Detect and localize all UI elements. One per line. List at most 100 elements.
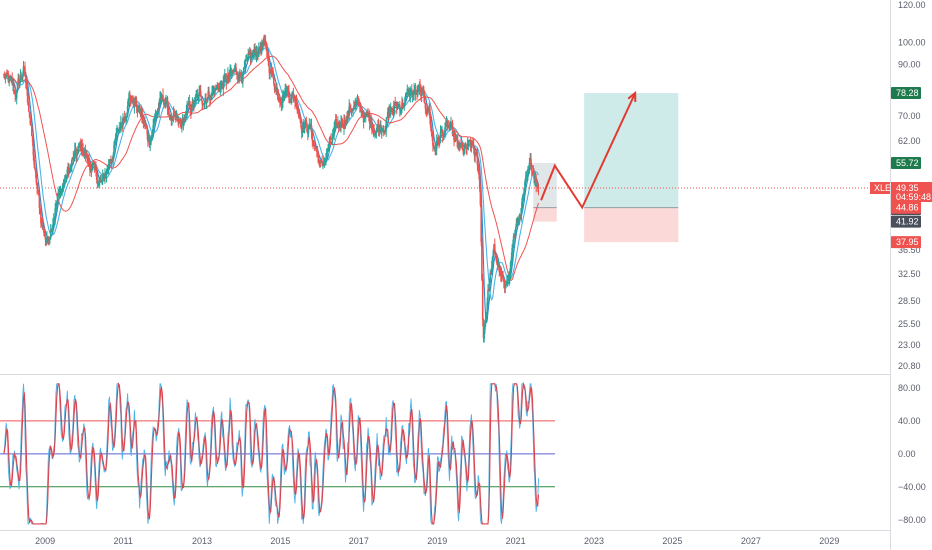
target-zone-long bbox=[584, 93, 679, 208]
candle-body bbox=[148, 139, 151, 145]
candle-body bbox=[295, 98, 298, 107]
price-tick-label: 62.00 bbox=[898, 136, 921, 146]
candle-body bbox=[384, 130, 387, 133]
candle-body bbox=[397, 105, 400, 107]
candle-body bbox=[11, 78, 13, 85]
candle-body bbox=[290, 98, 292, 103]
candle-body bbox=[141, 114, 144, 121]
candle-body bbox=[515, 226, 517, 231]
candle-body bbox=[245, 59, 248, 61]
candle-body bbox=[9, 78, 11, 80]
candle-body bbox=[368, 115, 371, 124]
candle-body bbox=[474, 154, 476, 156]
candle-body bbox=[278, 100, 280, 101]
candle-body bbox=[153, 117, 156, 121]
candle-body bbox=[355, 103, 357, 104]
candle-body bbox=[254, 49, 256, 51]
candle-body bbox=[34, 168, 37, 173]
candle-body bbox=[304, 122, 306, 129]
candle-body bbox=[235, 67, 237, 72]
candle-body bbox=[28, 111, 31, 118]
candle-body bbox=[480, 204, 482, 242]
candle-body bbox=[64, 175, 66, 183]
price-tick-label: 20.80 bbox=[898, 361, 921, 371]
candle-body bbox=[171, 116, 173, 121]
candle-body bbox=[283, 95, 286, 98]
candle-body bbox=[41, 223, 44, 228]
candle-body bbox=[34, 164, 36, 169]
candle-body bbox=[359, 104, 362, 113]
candle-body bbox=[140, 111, 142, 117]
candle-body bbox=[277, 96, 280, 100]
candle-body bbox=[126, 105, 129, 116]
oscillator-tick-label: 80.00 bbox=[898, 383, 921, 393]
candle-body bbox=[272, 70, 274, 78]
candle-body bbox=[325, 159, 327, 163]
candle-body bbox=[217, 84, 219, 88]
candle-body bbox=[186, 105, 188, 111]
candle-body bbox=[21, 75, 23, 77]
candle-body bbox=[174, 112, 176, 118]
price-tag-stop bbox=[891, 236, 921, 249]
price-axis[interactable]: 120.00 100.00 90.00 70.00 62.00 36.50 32.50 28.… bbox=[898, 0, 926, 371]
candle-body bbox=[422, 89, 424, 90]
candle-body bbox=[18, 78, 20, 83]
candle-body bbox=[112, 155, 114, 161]
candle-body bbox=[420, 92, 423, 96]
oscillator-axis[interactable]: 80.00 40.00 0.00 −40.00 −80.00 bbox=[898, 383, 926, 525]
candle-body bbox=[481, 279, 484, 320]
candle-body bbox=[319, 160, 321, 164]
candle-body bbox=[95, 164, 97, 172]
candle-body bbox=[297, 110, 299, 114]
candle-body bbox=[310, 125, 313, 133]
candle-body bbox=[392, 107, 395, 112]
candle-body bbox=[184, 114, 187, 121]
price-tag-target bbox=[891, 87, 921, 99]
candle-body bbox=[212, 89, 214, 93]
candle-body bbox=[352, 109, 354, 111]
candle-body bbox=[220, 82, 222, 87]
candle-body bbox=[328, 137, 331, 145]
candle-body bbox=[335, 119, 338, 127]
candle-body bbox=[307, 127, 310, 134]
candle-body bbox=[208, 91, 210, 96]
candle-body bbox=[435, 140, 438, 150]
candle-body bbox=[28, 105, 30, 112]
candle-body bbox=[183, 119, 185, 124]
candle-body bbox=[312, 140, 314, 144]
candle-body bbox=[71, 160, 73, 166]
candle-body bbox=[65, 176, 68, 179]
candle-body bbox=[98, 179, 101, 182]
candle-body bbox=[144, 122, 146, 126]
candle-body bbox=[68, 169, 71, 174]
candle-body bbox=[19, 75, 22, 81]
candle-body bbox=[110, 160, 113, 162]
candle-body bbox=[137, 111, 139, 112]
candle-body bbox=[236, 74, 239, 80]
time-tick-label: 2025 bbox=[662, 536, 682, 546]
candle-body bbox=[374, 133, 377, 135]
candle-body bbox=[381, 130, 384, 132]
time-axis[interactable]: 2009 2011 2013 2015 2017 2019 2021 2023 2025 2027… bbox=[35, 536, 839, 546]
candle-body bbox=[524, 182, 526, 188]
price-tick-label: 36.50 bbox=[898, 245, 921, 255]
candle-body bbox=[136, 106, 139, 112]
candle-body bbox=[4, 77, 7, 79]
candle-body bbox=[506, 282, 508, 284]
candle-body bbox=[460, 143, 462, 144]
candle-body bbox=[315, 148, 317, 151]
last-price-label: 49.35 bbox=[896, 183, 919, 193]
candle-body bbox=[73, 155, 75, 161]
candle-body bbox=[205, 99, 207, 104]
candle-body bbox=[271, 69, 274, 71]
candle-body bbox=[530, 158, 532, 165]
ma-line-ma-short bbox=[3, 41, 539, 324]
candle-body bbox=[323, 162, 326, 166]
projection-line bbox=[540, 92, 637, 210]
candle-body bbox=[343, 120, 345, 128]
candle-body bbox=[55, 202, 58, 206]
candle-body bbox=[218, 88, 221, 92]
candle-body bbox=[503, 280, 505, 282]
candle-body bbox=[478, 169, 480, 175]
candle-body bbox=[456, 138, 458, 141]
